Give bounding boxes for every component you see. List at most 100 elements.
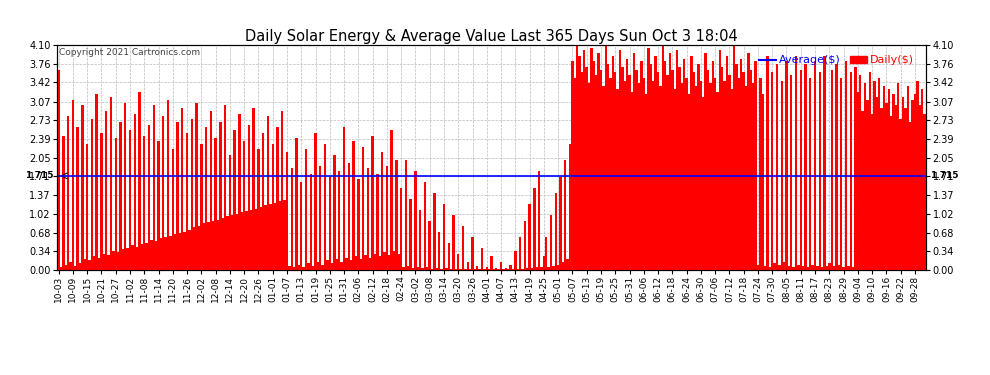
Bar xyxy=(557,264,559,270)
Bar xyxy=(629,75,631,270)
Bar xyxy=(191,119,193,270)
Bar xyxy=(210,111,212,270)
Bar xyxy=(426,267,429,270)
Bar xyxy=(559,177,561,270)
Bar xyxy=(819,72,821,270)
Bar xyxy=(783,262,785,270)
Bar xyxy=(641,62,643,270)
Bar xyxy=(644,94,647,270)
Bar xyxy=(844,62,847,270)
Bar xyxy=(219,122,222,270)
Bar xyxy=(454,269,457,270)
Bar xyxy=(157,141,159,270)
Bar xyxy=(334,155,336,270)
Bar xyxy=(374,254,376,270)
Bar xyxy=(371,135,374,270)
Bar xyxy=(826,266,828,270)
Bar xyxy=(736,64,738,270)
Bar xyxy=(833,266,836,270)
Bar xyxy=(924,114,926,270)
Bar xyxy=(495,268,498,270)
Bar xyxy=(621,67,624,270)
Bar xyxy=(127,248,129,270)
Bar xyxy=(110,97,112,270)
Bar xyxy=(836,64,838,270)
Bar xyxy=(419,210,422,270)
Bar xyxy=(573,78,576,270)
Bar xyxy=(438,232,441,270)
Bar xyxy=(57,70,59,270)
Bar xyxy=(652,81,654,270)
Bar xyxy=(271,144,274,270)
Bar xyxy=(693,72,695,270)
Bar xyxy=(79,263,81,270)
Bar xyxy=(359,259,362,270)
Bar xyxy=(200,144,203,270)
Bar xyxy=(519,237,522,270)
Bar xyxy=(262,133,264,270)
Bar xyxy=(234,130,236,270)
Bar xyxy=(366,168,369,270)
Bar xyxy=(159,238,162,270)
Bar xyxy=(183,232,186,270)
Bar xyxy=(824,56,826,270)
Bar xyxy=(602,86,605,270)
Bar xyxy=(167,100,169,270)
Bar xyxy=(134,114,136,270)
Bar xyxy=(749,70,752,270)
Bar xyxy=(900,119,902,270)
Bar xyxy=(638,83,641,270)
Bar xyxy=(164,237,167,270)
Bar xyxy=(324,144,327,270)
Bar xyxy=(431,269,434,270)
Bar xyxy=(471,237,473,270)
Bar xyxy=(871,114,873,270)
Bar xyxy=(436,268,438,270)
Bar xyxy=(327,260,329,270)
Bar xyxy=(907,86,909,270)
Bar xyxy=(69,262,71,270)
Bar xyxy=(510,264,512,270)
Bar xyxy=(681,83,683,270)
Bar xyxy=(902,97,904,270)
Bar xyxy=(93,256,95,270)
Bar xyxy=(505,268,507,270)
Bar xyxy=(838,264,841,270)
Bar xyxy=(878,78,880,270)
Bar xyxy=(67,116,69,270)
Bar xyxy=(302,267,305,270)
Bar xyxy=(336,259,339,270)
Bar xyxy=(122,249,124,270)
Bar xyxy=(414,171,417,270)
Bar xyxy=(383,252,386,270)
Bar xyxy=(98,258,100,270)
Bar xyxy=(195,103,198,270)
Bar xyxy=(790,75,792,270)
Bar xyxy=(697,64,700,270)
Bar xyxy=(452,215,454,270)
Bar xyxy=(800,70,802,270)
Bar xyxy=(522,269,524,270)
Bar xyxy=(376,174,378,270)
Bar xyxy=(538,171,541,270)
Bar xyxy=(222,218,224,270)
Bar xyxy=(885,103,888,270)
Bar xyxy=(490,256,493,270)
Bar xyxy=(103,254,105,270)
Bar xyxy=(293,267,295,270)
Bar xyxy=(181,108,183,270)
Bar xyxy=(239,114,241,270)
Bar xyxy=(179,232,181,270)
Bar xyxy=(155,242,157,270)
Bar xyxy=(424,182,426,270)
Bar xyxy=(131,245,134,270)
Bar xyxy=(788,266,790,270)
Bar xyxy=(866,100,868,270)
Bar xyxy=(766,56,768,270)
Bar xyxy=(231,215,234,270)
Bar xyxy=(654,56,656,270)
Bar xyxy=(666,75,669,270)
Bar xyxy=(314,133,317,270)
Bar xyxy=(259,207,262,270)
Bar xyxy=(224,105,227,270)
